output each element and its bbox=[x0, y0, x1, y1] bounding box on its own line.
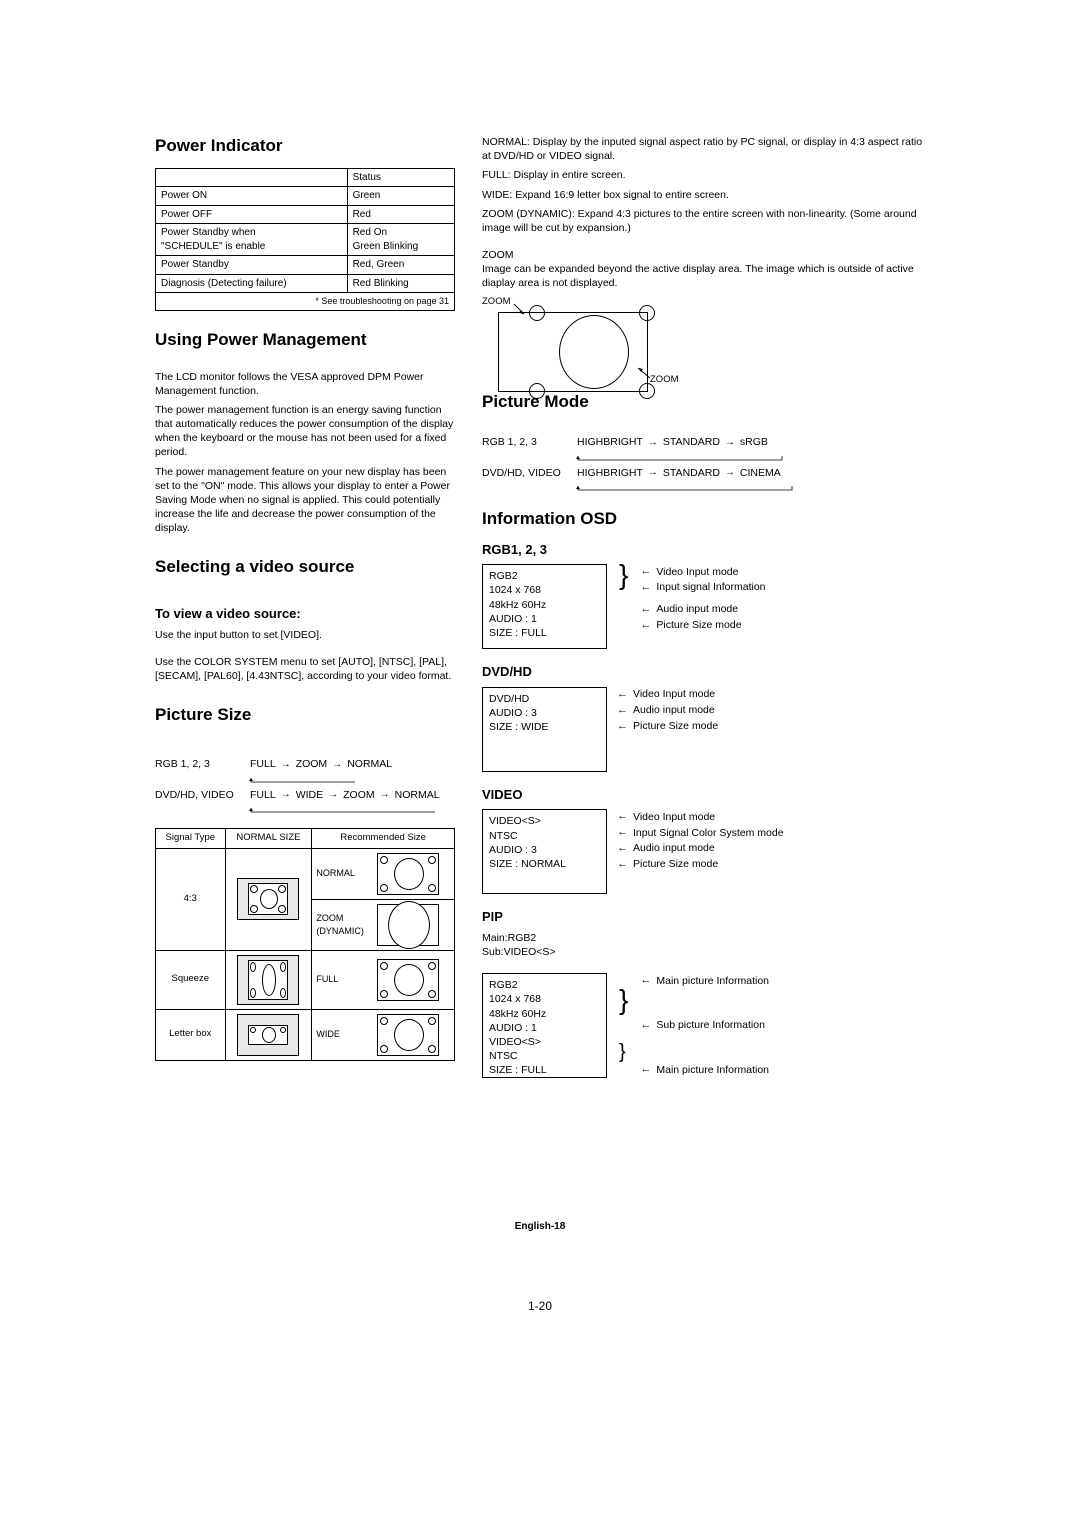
ps-row-label: RGB 1, 2, 3 bbox=[155, 757, 245, 771]
osd-dvd-box: DVD/HD AUDIO : 3 SIZE : WIDE bbox=[482, 687, 607, 772]
brace-icon: } bbox=[619, 562, 628, 587]
return-arrow-icon bbox=[155, 806, 460, 814]
zoom-heading: ZOOM bbox=[482, 248, 927, 262]
cell: Red Blinking bbox=[347, 274, 454, 293]
heading-info-osd: Information OSD bbox=[482, 508, 927, 531]
heading-select-src: Selecting a video source bbox=[155, 556, 460, 579]
pic-th: Recommended Size bbox=[312, 828, 455, 848]
pic-signal-type: 4:3 bbox=[156, 848, 226, 950]
src-paragraph-1: Use the input button to set [VIDEO]. bbox=[155, 628, 460, 642]
ps-flow-rgb: RGB 1, 2, 3 FULL→ ZOOM→ NORMAL bbox=[155, 757, 460, 771]
return-arrow-icon bbox=[482, 484, 927, 492]
osd-rgb-labels: Video Input mode Input signal Informatio… bbox=[640, 564, 765, 633]
picture-size-table: Signal Type NORMAL SIZE Recommended Size… bbox=[155, 828, 455, 1061]
brace-icon: } bbox=[619, 987, 628, 1012]
pm-paragraph-2: The power management function is an ener… bbox=[155, 403, 460, 460]
cell: Red, Green bbox=[347, 256, 454, 275]
pic-th: Signal Type bbox=[156, 828, 226, 848]
pip-main: Main:RGB2 bbox=[482, 931, 927, 945]
osd-pip: RGB2 1024 x 768 48kHz 60Hz AUDIO : 1 VID… bbox=[482, 973, 927, 1078]
osd-rgb-title: RGB1, 2, 3 bbox=[482, 541, 927, 559]
heading-picture-mode: Picture Mode bbox=[482, 391, 927, 414]
heading-picture-size: Picture Size bbox=[155, 704, 460, 727]
subheading-view-src: To view a video source: bbox=[155, 605, 460, 623]
pm-flow-dvd: DVD/HD, VIDEO HIGHBRIGHT→ STANDARD→ CINE… bbox=[482, 466, 927, 480]
osd-rgb: RGB2 1024 x 768 48kHz 60Hz AUDIO : 1 SIZ… bbox=[482, 564, 927, 649]
left-column: Power Indicator Status Power ON Green Po… bbox=[155, 135, 460, 1092]
ps-row-label: DVD/HD, VIDEO bbox=[155, 788, 245, 802]
cell: Power OFF bbox=[156, 205, 348, 224]
ps-flow-dvd: DVD/HD, VIDEO FULL→ WIDE→ ZOOM→ NORMAL bbox=[155, 788, 460, 802]
osd-video-title: VIDEO bbox=[482, 786, 927, 804]
cell: Power Standby when"SCHEDULE" is enable bbox=[156, 224, 348, 256]
osd-pip-box: RGB2 1024 x 768 48kHz 60Hz AUDIO : 1 VID… bbox=[482, 973, 607, 1078]
pip-sub: Sub:VIDEO<S> bbox=[482, 945, 927, 959]
footer-page-number: 1-20 bbox=[0, 1298, 1080, 1314]
return-arrow-icon bbox=[482, 454, 927, 462]
cell: Red bbox=[347, 205, 454, 224]
power-table-header-status: Status bbox=[347, 168, 454, 187]
cell: Power Standby bbox=[156, 256, 348, 275]
right-column: NORMAL: Display by the inputed signal as… bbox=[482, 135, 927, 1092]
pic-rec-cell: FULL bbox=[312, 950, 455, 1009]
osd-pip-labels: Main picture Information Sub picture Inf… bbox=[640, 973, 769, 1078]
pic-rec-cell: NORMAL bbox=[312, 848, 455, 899]
pic-rec-cell: ZOOM(DYNAMIC) bbox=[312, 899, 455, 950]
pm-paragraph-3: The power management feature on your new… bbox=[155, 465, 460, 536]
zoom-diagram-wrap: ZOOM ZOOM bbox=[482, 296, 682, 391]
osd-rgb-box: RGB2 1024 x 768 48kHz 60Hz AUDIO : 1 SIZ… bbox=[482, 564, 607, 649]
heading-using-pm: Using Power Management bbox=[155, 329, 460, 352]
osd-dvd-labels: Video Input mode Audio input mode Pictur… bbox=[617, 687, 718, 735]
pic-normal-diagram bbox=[225, 950, 312, 1009]
pic-rec-cell: WIDE bbox=[312, 1009, 455, 1060]
cell: Power ON bbox=[156, 187, 348, 206]
src-paragraph-2: Use the COLOR SYSTEM menu to set [AUTO],… bbox=[155, 655, 460, 683]
pic-normal-diagram bbox=[225, 1009, 312, 1060]
cell: Diagnosis (Detecting failure) bbox=[156, 274, 348, 293]
power-table-note: * See troubleshooting on page 31 bbox=[156, 293, 455, 310]
heading-power-indicator: Power Indicator bbox=[155, 135, 460, 158]
osd-dvd: DVD/HD AUDIO : 3 SIZE : WIDE Video Input… bbox=[482, 687, 927, 772]
cell: Red OnGreen Blinking bbox=[347, 224, 454, 256]
osd-video-box: VIDEO<S> NTSC AUDIO : 3 SIZE : NORMAL bbox=[482, 809, 607, 894]
page-content: Power Indicator Status Power ON Green Po… bbox=[155, 135, 930, 1092]
power-indicator-table: Status Power ON Green Power OFF Red Powe… bbox=[155, 168, 455, 311]
pm-paragraph-1: The LCD monitor follows the VESA approve… bbox=[155, 370, 460, 398]
right-p4: ZOOM (DYNAMIC): Expand 4:3 pictures to t… bbox=[482, 207, 927, 235]
pic-signal-type: Letter box bbox=[156, 1009, 226, 1060]
right-p3: WIDE: Expand 16:9 letter box signal to e… bbox=[482, 188, 927, 202]
osd-video-labels: Video Input mode Input Signal Color Syst… bbox=[617, 809, 784, 872]
right-p1: NORMAL: Display by the inputed signal as… bbox=[482, 135, 927, 163]
osd-video: VIDEO<S> NTSC AUDIO : 3 SIZE : NORMAL Vi… bbox=[482, 809, 927, 894]
pic-signal-type: Squeeze bbox=[156, 950, 226, 1009]
right-p2: FULL: Display in entire screen. bbox=[482, 168, 927, 182]
zoom-paragraph: Image can be expanded beyond the active … bbox=[482, 262, 927, 290]
osd-pip-title: PIP bbox=[482, 908, 927, 926]
cell: Green bbox=[347, 187, 454, 206]
footer-english: English-18 bbox=[0, 1220, 1080, 1234]
brace-icon: } bbox=[619, 1043, 628, 1061]
pic-normal-diagram bbox=[225, 848, 312, 950]
pic-th: NORMAL SIZE bbox=[225, 828, 312, 848]
osd-dvd-title: DVD/HD bbox=[482, 663, 927, 681]
power-table-header-blank bbox=[156, 168, 348, 187]
return-arrow-icon bbox=[155, 776, 460, 784]
pm-flow-rgb: RGB 1, 2, 3 HIGHBRIGHT→ STANDARD→ sRGB bbox=[482, 435, 927, 449]
